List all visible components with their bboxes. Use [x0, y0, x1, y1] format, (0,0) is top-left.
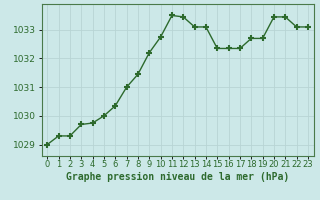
X-axis label: Graphe pression niveau de la mer (hPa): Graphe pression niveau de la mer (hPa) — [66, 172, 289, 182]
